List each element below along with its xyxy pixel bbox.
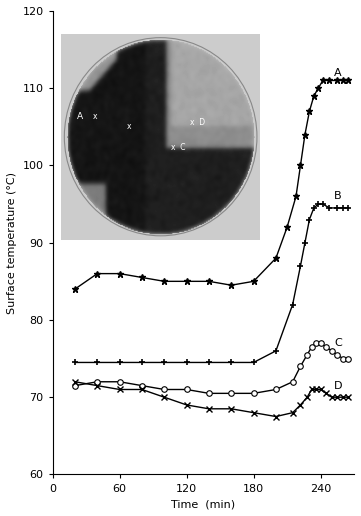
X-axis label: Time  (min): Time (min) xyxy=(171,499,235,509)
Text: D: D xyxy=(334,381,343,391)
Text: x: x xyxy=(93,111,97,121)
Text: A: A xyxy=(77,111,83,121)
Text: C: C xyxy=(334,338,342,348)
Text: x  C: x C xyxy=(171,142,185,152)
Y-axis label: Surface temperature (°C): Surface temperature (°C) xyxy=(7,172,17,314)
Text: x  D: x D xyxy=(191,118,205,127)
Text: B: B xyxy=(334,191,342,201)
Text: A: A xyxy=(334,68,342,78)
Text: x: x xyxy=(127,122,131,131)
